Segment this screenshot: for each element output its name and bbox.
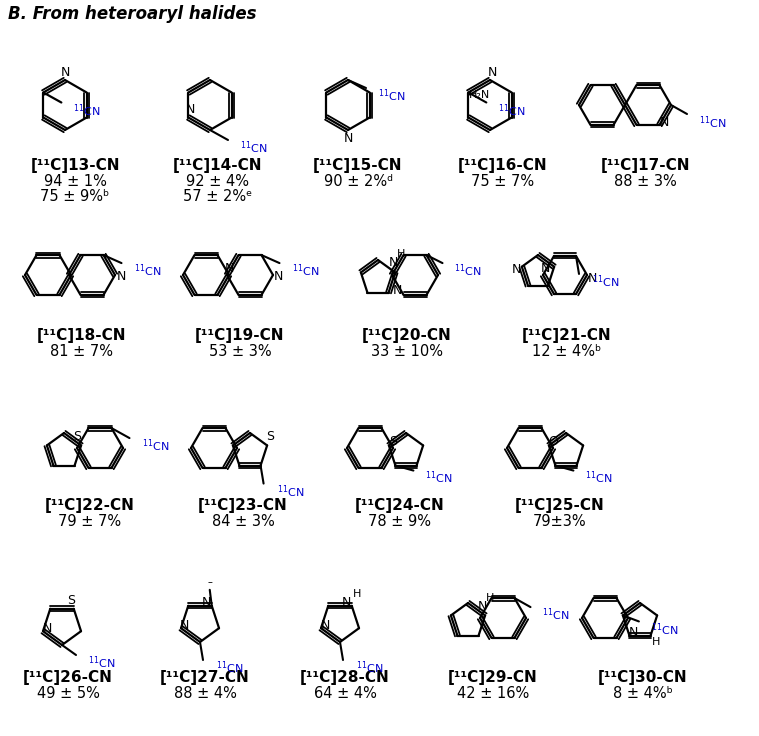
Text: N: N bbox=[273, 271, 282, 283]
Text: [¹¹C]24-CN: [¹¹C]24-CN bbox=[355, 498, 445, 513]
Text: $^{11}$CN: $^{11}$CN bbox=[699, 115, 726, 131]
Text: $^{11}$CN: $^{11}$CN bbox=[141, 438, 168, 454]
Text: 90 ± 2%ᵈ: 90 ± 2%ᵈ bbox=[323, 174, 392, 189]
Text: [¹¹C]13-CN: [¹¹C]13-CN bbox=[30, 158, 120, 173]
Text: 12 ± 4%ᵇ: 12 ± 4%ᵇ bbox=[532, 344, 602, 359]
Text: [¹¹C]29-CN: [¹¹C]29-CN bbox=[448, 670, 538, 685]
Text: H: H bbox=[397, 250, 405, 259]
Text: N: N bbox=[487, 66, 496, 79]
Text: N: N bbox=[116, 271, 126, 283]
Text: $^{11}$CN: $^{11}$CN bbox=[592, 274, 619, 290]
Text: 53 ± 3%: 53 ± 3% bbox=[209, 344, 271, 359]
Text: 8 ± 4%ᵇ: 8 ± 4%ᵇ bbox=[613, 686, 673, 701]
Text: N: N bbox=[60, 66, 70, 79]
Text: N: N bbox=[343, 132, 353, 144]
Text: 57 ± 2%ᵉ: 57 ± 2%ᵉ bbox=[184, 189, 253, 204]
Text: S: S bbox=[67, 594, 74, 607]
Text: S: S bbox=[73, 430, 81, 443]
Text: 64 ± 4%: 64 ± 4% bbox=[313, 686, 376, 701]
Text: $^{11}$CN: $^{11}$CN bbox=[651, 621, 679, 637]
Text: [¹¹C]20-CN: [¹¹C]20-CN bbox=[362, 328, 452, 343]
Text: N: N bbox=[320, 619, 329, 631]
Text: 88 ± 3%: 88 ± 3% bbox=[613, 174, 676, 189]
Text: –: – bbox=[207, 577, 213, 587]
Text: 79 ± 7%: 79 ± 7% bbox=[58, 514, 121, 529]
Text: H: H bbox=[651, 637, 660, 646]
Text: $^{11}$CN: $^{11}$CN bbox=[378, 88, 405, 105]
Text: $^{11}$CN: $^{11}$CN bbox=[455, 263, 482, 280]
Text: [¹¹C]26-CN: [¹¹C]26-CN bbox=[23, 670, 113, 685]
Text: $^{11}$CN: $^{11}$CN bbox=[426, 470, 453, 486]
Text: [¹¹C]15-CN: [¹¹C]15-CN bbox=[313, 158, 403, 173]
Text: [¹¹C]19-CN: [¹¹C]19-CN bbox=[195, 328, 285, 343]
Text: [¹¹C]27-CN: [¹¹C]27-CN bbox=[160, 670, 250, 685]
Text: $^{11}$CN: $^{11}$CN bbox=[543, 606, 570, 623]
Text: S: S bbox=[389, 435, 397, 448]
Text: N: N bbox=[225, 263, 234, 275]
Text: 94 ± 1%: 94 ± 1% bbox=[43, 174, 106, 189]
Text: $^{11}$CN: $^{11}$CN bbox=[74, 102, 101, 118]
Text: 78 ± 9%: 78 ± 9% bbox=[369, 514, 432, 529]
Text: $^{11}$CN: $^{11}$CN bbox=[585, 470, 613, 486]
Text: 49 ± 5%: 49 ± 5% bbox=[36, 686, 99, 701]
Text: N: N bbox=[393, 284, 402, 297]
Text: [¹¹C]22-CN: [¹¹C]22-CN bbox=[45, 498, 135, 513]
Text: N: N bbox=[587, 272, 597, 285]
Text: S: S bbox=[266, 430, 274, 443]
Text: $^{11}$CN: $^{11}$CN bbox=[356, 659, 383, 676]
Text: [¹¹C]17-CN: [¹¹C]17-CN bbox=[600, 158, 690, 173]
Text: $^{11}$CN: $^{11}$CN bbox=[291, 263, 319, 280]
Text: $^{11}$CN: $^{11}$CN bbox=[240, 140, 267, 156]
Text: N: N bbox=[342, 596, 351, 609]
Text: N: N bbox=[389, 256, 398, 269]
Text: N: N bbox=[43, 622, 52, 634]
Text: N: N bbox=[628, 626, 638, 639]
Text: [¹¹C]25-CN: [¹¹C]25-CN bbox=[515, 498, 605, 513]
Text: 88 ± 4%: 88 ± 4% bbox=[174, 686, 237, 701]
Text: [¹¹C]30-CN: [¹¹C]30-CN bbox=[598, 670, 688, 685]
Text: 81 ± 7%: 81 ± 7% bbox=[51, 344, 114, 359]
Text: [¹¹C]28-CN: [¹¹C]28-CN bbox=[300, 670, 390, 685]
Text: N: N bbox=[660, 116, 669, 130]
Text: $^{11}$CN: $^{11}$CN bbox=[134, 263, 161, 280]
Text: N: N bbox=[202, 596, 212, 609]
Text: N: N bbox=[179, 619, 189, 631]
Text: 75 ± 9%ᵇ: 75 ± 9%ᵇ bbox=[40, 189, 109, 204]
Text: 42 ± 16%: 42 ± 16% bbox=[457, 686, 529, 701]
Text: [¹¹C]16-CN: [¹¹C]16-CN bbox=[458, 158, 548, 173]
Text: $^{11}$CN: $^{11}$CN bbox=[276, 484, 304, 500]
Text: [¹¹C]23-CN: [¹¹C]23-CN bbox=[198, 498, 288, 513]
Text: [¹¹C]18-CN: [¹¹C]18-CN bbox=[37, 328, 127, 343]
Text: 84 ± 3%: 84 ± 3% bbox=[212, 514, 274, 529]
Text: N: N bbox=[186, 103, 195, 116]
Text: N: N bbox=[540, 263, 550, 275]
Text: 75 ± 7%: 75 ± 7% bbox=[471, 174, 534, 189]
Text: N: N bbox=[477, 600, 487, 613]
Text: $^{11}$CN: $^{11}$CN bbox=[499, 102, 526, 118]
Text: H₂N: H₂N bbox=[468, 90, 490, 99]
Text: 79±3%: 79±3% bbox=[533, 514, 587, 529]
Text: $^{11}$CN: $^{11}$CN bbox=[88, 655, 115, 671]
Text: B. From heteroaryl halides: B. From heteroaryl halides bbox=[8, 5, 257, 23]
Text: H: H bbox=[353, 589, 361, 599]
Text: $^{11}$CN: $^{11}$CN bbox=[216, 659, 244, 676]
Text: N: N bbox=[512, 263, 521, 276]
Text: H: H bbox=[486, 593, 494, 604]
Text: O: O bbox=[548, 435, 558, 448]
Text: [¹¹C]14-CN: [¹¹C]14-CN bbox=[173, 158, 263, 173]
Text: 33 ± 10%: 33 ± 10% bbox=[371, 344, 443, 359]
Text: [¹¹C]21-CN: [¹¹C]21-CN bbox=[522, 328, 612, 343]
Text: 92 ± 4%: 92 ± 4% bbox=[187, 174, 250, 189]
